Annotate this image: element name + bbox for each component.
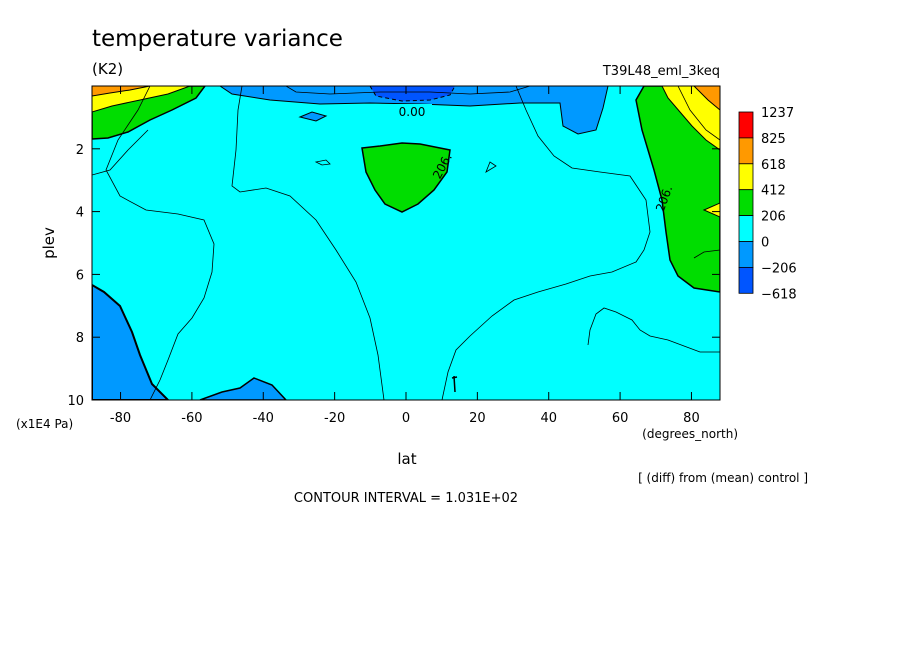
colorbar-label: −206 <box>761 261 797 276</box>
x-tick-label: -60 <box>181 411 202 426</box>
x-tick-label: 0 <box>402 411 410 426</box>
contour-fill-618-right <box>693 86 720 111</box>
colorbar-swatch <box>738 215 754 242</box>
x-axis: -80 -60 -40 -20 0 20 40 60 80 <box>110 86 700 426</box>
contour-fill-412-spot <box>702 202 720 218</box>
plot-area <box>92 86 720 400</box>
diff-note: [ (diff) from (mean) control ] <box>638 471 808 485</box>
colorbar-label: 618 <box>761 158 786 173</box>
contour-line-i <box>485 161 497 173</box>
colorbar-label: −618 <box>761 287 797 302</box>
chart-units: (K2) <box>92 60 123 78</box>
colorbar-label: 412 <box>761 184 786 199</box>
contour-line-k <box>451 375 458 393</box>
contour-line-g <box>92 129 149 176</box>
y-tick-label: 2 <box>76 143 84 158</box>
x-axis-units: (degrees_north) <box>642 427 738 441</box>
contour-fill-206-center <box>361 142 451 213</box>
colorbar-swatch <box>738 266 754 294</box>
y-axis-units: (x1E4 Pa) <box>16 417 73 431</box>
colorbar-label: 206 <box>761 210 786 225</box>
y-axis: 2 4 6 8 10 <box>67 143 720 409</box>
colorbar-swatch <box>738 189 754 216</box>
contour-line-h <box>314 159 331 166</box>
x-tick-label: 40 <box>540 411 557 426</box>
colorbar-label: 1237 <box>761 106 794 121</box>
y-tick-label: 10 <box>67 394 84 409</box>
contour-line-f <box>587 307 720 353</box>
y-tick-label: 6 <box>76 268 84 283</box>
contour-label-0: 0.00 <box>399 105 426 119</box>
colorbar-label: 825 <box>761 132 786 147</box>
y-tick-label: 4 <box>76 206 84 221</box>
contour-fill-neg-left <box>92 283 170 400</box>
colorbar-swatch <box>738 111 754 139</box>
contour-fill-neg-top-inner <box>369 86 456 102</box>
colorbar-swatch <box>738 241 754 268</box>
x-tick-label: 80 <box>683 411 700 426</box>
contour-line-a <box>105 86 215 400</box>
contour-fill-neg-blob <box>298 111 328 122</box>
contour-fill-412-right <box>661 86 720 151</box>
x-tick-label: -40 <box>253 411 274 426</box>
x-axis-title: lat <box>397 450 416 468</box>
x-tick-label: -20 <box>324 411 345 426</box>
y-tick-label: 8 <box>76 331 84 346</box>
contour-line-e <box>693 249 720 259</box>
contour-line-b <box>231 86 385 400</box>
x-tick-label: 20 <box>469 411 486 426</box>
colorbar-swatch <box>738 163 754 191</box>
contour-line-d <box>677 86 720 141</box>
colorbar-swatch <box>738 137 754 165</box>
contour-line-j <box>285 86 531 95</box>
contour-fill-206-right <box>635 86 720 293</box>
contour-fill-neg-bottom <box>199 377 288 400</box>
contour-fill-0-206 <box>92 86 720 400</box>
chart-title: temperature variance <box>92 26 343 52</box>
colorbar: 1237 825 618 412 206 0 −206 −618 <box>738 106 797 302</box>
experiment-label: T39L48_eml_3keq <box>602 64 720 79</box>
x-tick-label: 60 <box>612 411 629 426</box>
y-axis-title: plev <box>40 227 58 259</box>
contour-interval: CONTOUR INTERVAL = 1.031E+02 <box>294 491 518 506</box>
contour-fill-neg-top <box>219 86 609 135</box>
colorbar-label: 0 <box>761 236 769 251</box>
x-tick-label: -80 <box>110 411 131 426</box>
contour-line-c <box>441 86 651 400</box>
